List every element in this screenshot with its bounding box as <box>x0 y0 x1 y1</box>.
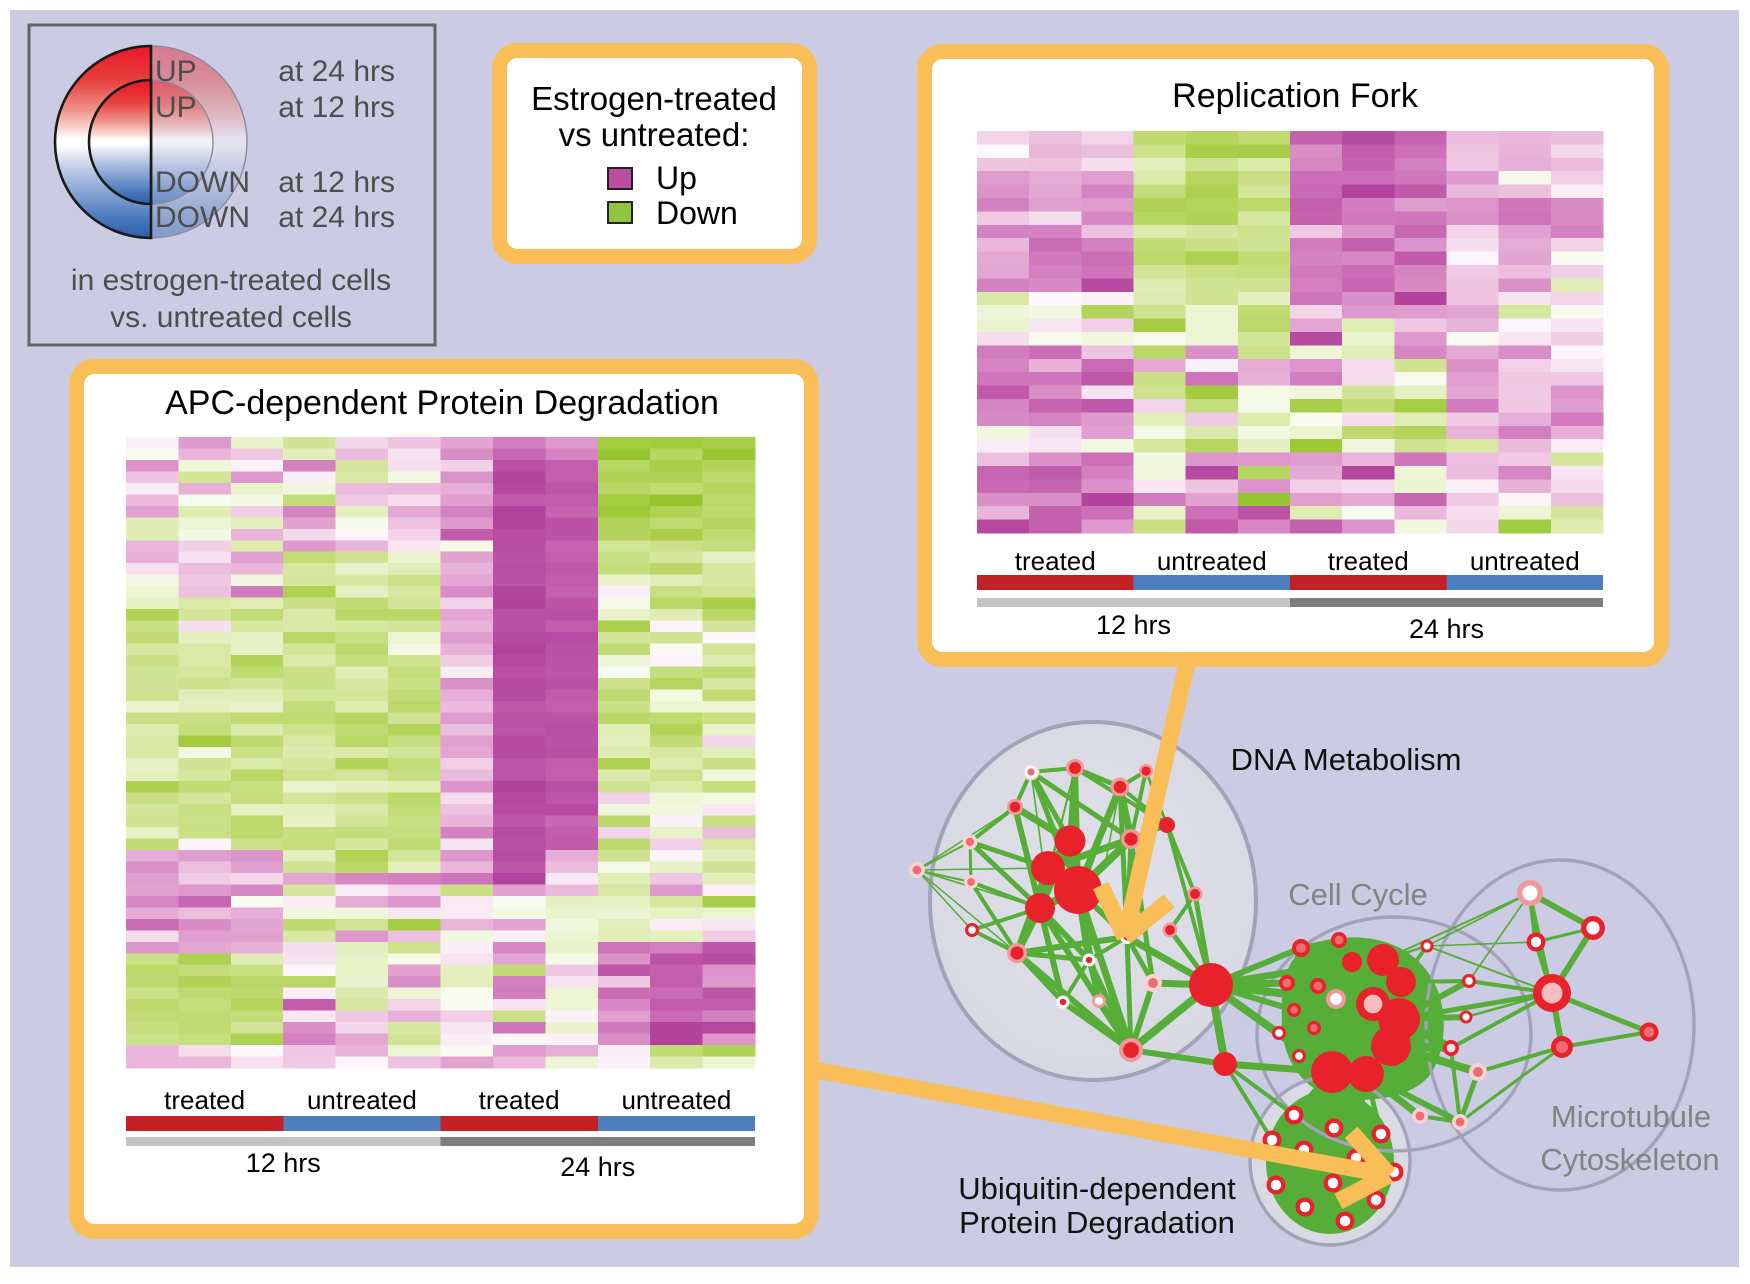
svg-text:at 24 hrs: at 24 hrs <box>278 201 395 234</box>
svg-text:treated: treated <box>1328 546 1409 576</box>
svg-text:untreated: untreated <box>1470 546 1580 576</box>
svg-text:at 24 hrs: at 24 hrs <box>278 55 395 88</box>
svg-text:DNA Metabolism: DNA Metabolism <box>1231 742 1462 777</box>
svg-text:Cell Cycle: Cell Cycle <box>1288 877 1428 912</box>
svg-text:vs untreated:: vs untreated: <box>559 116 750 153</box>
svg-text:at 12 hrs: at 12 hrs <box>278 166 395 199</box>
svg-text:12 hrs: 12 hrs <box>1096 610 1171 640</box>
svg-text:DOWN: DOWN <box>155 201 250 234</box>
svg-text:untreated: untreated <box>307 1085 417 1115</box>
svg-text:Protein Degradation: Protein Degradation <box>959 1205 1235 1240</box>
svg-text:24 hrs: 24 hrs <box>560 1152 635 1182</box>
svg-text:Microtubule: Microtubule <box>1551 1099 1711 1134</box>
svg-text:Up: Up <box>656 160 697 196</box>
svg-text:Replication Fork: Replication Fork <box>1172 77 1419 115</box>
svg-text:untreated: untreated <box>1157 546 1267 576</box>
svg-text:24 hrs: 24 hrs <box>1409 614 1484 644</box>
svg-text:in estrogen-treated cells: in estrogen-treated cells <box>71 264 391 297</box>
svg-text:untreated: untreated <box>621 1085 731 1115</box>
svg-text:Down: Down <box>656 195 738 231</box>
svg-text:Cytoskeleton: Cytoskeleton <box>1540 1142 1719 1177</box>
svg-text:treated: treated <box>164 1085 245 1115</box>
svg-text:Estrogen-treated: Estrogen-treated <box>531 80 777 117</box>
svg-text:UP: UP <box>155 91 197 124</box>
svg-text:Ubiquitin-dependent: Ubiquitin-dependent <box>958 1171 1236 1206</box>
svg-text:vs. untreated cells: vs. untreated cells <box>110 301 352 334</box>
svg-text:UP: UP <box>155 55 197 88</box>
svg-text:12 hrs: 12 hrs <box>246 1148 321 1178</box>
svg-text:DOWN: DOWN <box>155 166 250 199</box>
svg-text:APC-dependent Protein Degradat: APC-dependent Protein Degradation <box>165 384 719 422</box>
svg-text:treated: treated <box>1015 546 1096 576</box>
svg-text:treated: treated <box>479 1085 560 1115</box>
svg-text:at 12 hrs: at 12 hrs <box>278 91 395 124</box>
